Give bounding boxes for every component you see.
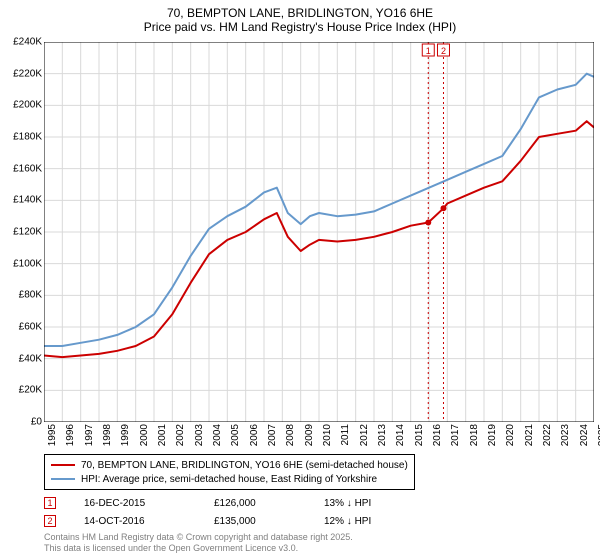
footer-line1: Contains HM Land Registry data © Crown c… (44, 532, 353, 543)
legend-label: 70, BEMPTON LANE, BRIDLINGTON, YO16 6HE … (81, 460, 408, 471)
chart-svg: 12 (44, 42, 594, 422)
x-tick-label: 2022 (542, 424, 553, 446)
x-tick-label: 2015 (414, 424, 425, 446)
x-tick-label: 2014 (395, 424, 406, 446)
x-tick-label: 1997 (84, 424, 95, 446)
legend-swatch (51, 464, 75, 466)
sale-row: 2 14-OCT-2016£135,00012% ↓ HPI (44, 512, 371, 530)
x-tick-label: 2002 (175, 424, 186, 446)
x-tick-label: 1998 (102, 424, 113, 446)
y-tick-label: £20K (19, 385, 42, 396)
title-address: 70, BEMPTON LANE, BRIDLINGTON, YO16 6HE (0, 6, 600, 20)
x-tick-label: 2018 (469, 424, 480, 446)
legend-label: HPI: Average price, semi-detached house,… (81, 474, 377, 485)
x-tick-label: 2013 (377, 424, 388, 446)
sale-price: £126,000 (214, 498, 324, 509)
x-tick-label: 2024 (579, 424, 590, 446)
sale-hpi-delta: 13% ↓ HPI (324, 498, 371, 509)
x-tick-label: 2023 (560, 424, 571, 446)
x-tick-label: 2020 (505, 424, 516, 446)
sales-table: 1 16-DEC-2015£126,00013% ↓ HPI 2 14-OCT-201… (44, 494, 371, 530)
svg-text:2: 2 (441, 46, 446, 56)
sale-date: 14-OCT-2016 (84, 516, 214, 527)
x-tick-label: 2008 (285, 424, 296, 446)
y-tick-label: £80K (19, 290, 42, 301)
x-axis-labels: 1995 1996 1997 1998 1999 2000 2001 2002 2003 2004… (44, 422, 594, 452)
legend: 70, BEMPTON LANE, BRIDLINGTON, YO16 6HE … (44, 454, 415, 490)
x-tick-label: 1995 (47, 424, 58, 446)
x-tick-label: 2021 (524, 424, 535, 446)
x-tick-label: 2010 (322, 424, 333, 446)
x-tick-label: 2006 (249, 424, 260, 446)
x-tick-label: 1999 (120, 424, 131, 446)
legend-item: HPI: Average price, semi-detached house,… (51, 472, 408, 486)
footer-line2: This data is licensed under the Open Gov… (44, 543, 353, 554)
x-tick-label: 1996 (65, 424, 76, 446)
svg-text:1: 1 (426, 46, 431, 56)
sale-price: £135,000 (214, 516, 324, 527)
y-tick-label: £160K (13, 163, 42, 174)
title-block: 70, BEMPTON LANE, BRIDLINGTON, YO16 6HE … (0, 0, 600, 38)
x-tick-label: 2009 (304, 424, 315, 446)
y-tick-label: £140K (13, 195, 42, 206)
y-tick-label: £60K (19, 322, 42, 333)
y-tick-label: £120K (13, 227, 42, 238)
y-tick-label: £100K (13, 258, 42, 269)
y-tick-label: £0 (31, 417, 42, 428)
y-axis-labels: £0£20K£40K£60K£80K£100K£120K£140K£160K£1… (0, 42, 44, 422)
sale-marker-number: 1 (44, 497, 56, 509)
x-tick-label: 2019 (487, 424, 498, 446)
y-tick-label: £180K (13, 132, 42, 143)
sale-marker-number: 2 (44, 515, 56, 527)
x-tick-label: 2001 (157, 424, 168, 446)
y-tick-label: £40K (19, 353, 42, 364)
x-tick-label: 2017 (450, 424, 461, 446)
x-tick-label: 2011 (340, 424, 351, 446)
y-tick-label: £220K (13, 68, 42, 79)
sale-hpi-delta: 12% ↓ HPI (324, 516, 371, 527)
chart-plot-area: 12 (44, 42, 594, 422)
legend-swatch (51, 478, 75, 480)
title-subtitle: Price paid vs. HM Land Registry's House … (0, 20, 600, 34)
legend-item: 70, BEMPTON LANE, BRIDLINGTON, YO16 6HE … (51, 458, 408, 472)
y-tick-label: £240K (13, 37, 42, 48)
x-tick-label: 2000 (139, 424, 150, 446)
x-tick-label: 2003 (194, 424, 205, 446)
sale-date: 16-DEC-2015 (84, 498, 214, 509)
sale-row: 1 16-DEC-2015£126,00013% ↓ HPI (44, 494, 371, 512)
x-tick-label: 2004 (212, 424, 223, 446)
footer-attribution: Contains HM Land Registry data © Crown c… (44, 532, 353, 554)
x-tick-label: 2005 (230, 424, 241, 446)
x-tick-label: 2012 (359, 424, 370, 446)
x-tick-label: 2007 (267, 424, 278, 446)
chart-container: 70, BEMPTON LANE, BRIDLINGTON, YO16 6HE … (0, 0, 600, 560)
x-tick-label: 2016 (432, 424, 443, 446)
y-tick-label: £200K (13, 100, 42, 111)
